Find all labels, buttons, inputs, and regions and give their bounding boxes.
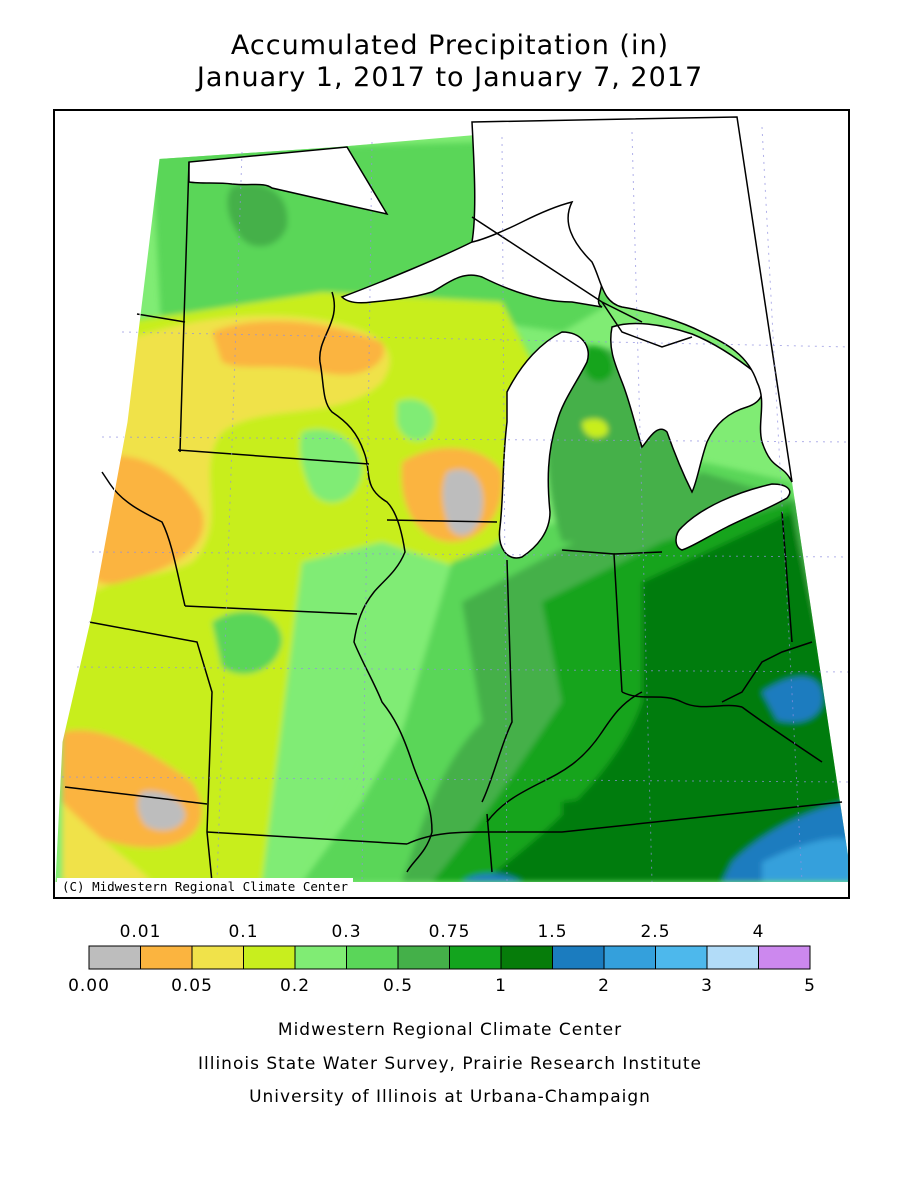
legend-swatch (88, 945, 141, 970)
legend-top-label: 0.01 (119, 922, 162, 942)
legend-bottom-label: 3 (701, 976, 713, 996)
legend-swatch (500, 945, 553, 970)
copyright-notice: (C) Midwestern Regional Climate Center (57, 878, 353, 895)
map-title: Accumulated Precipitation (in) (230, 30, 670, 61)
map-canvas (55, 116, 848, 883)
footer-center-name: Midwestern Regional Climate Center (277, 1020, 623, 1040)
legend-top-label: 2.5 (640, 922, 671, 942)
legend-swatch (191, 945, 244, 970)
legend-top-label: 0.1 (228, 922, 259, 942)
legend-swatch (397, 945, 450, 970)
footer-university-name: University of Illinois at Urbana-Champai… (249, 1087, 651, 1107)
legend-swatch (706, 945, 759, 970)
lake-huron (610, 322, 763, 494)
legend-swatch (655, 945, 708, 970)
legend-bottom-label: 0.05 (171, 976, 213, 996)
legend-top-label: 0.75 (428, 922, 471, 942)
legend-bottom-label: 2 (598, 976, 610, 996)
legend-swatch (346, 945, 399, 970)
legend-swatch (449, 945, 502, 970)
legend-bottom-label: 0.2 (279, 976, 311, 996)
footer-survey-name: Illinois State Water Survey, Prairie Res… (198, 1054, 702, 1074)
legend-bottom-label: 5 (804, 976, 816, 996)
ontario-region (471, 116, 793, 483)
legend-swatch (758, 945, 811, 970)
north-minnesota-top (188, 146, 389, 216)
legend-bottom-label: 0.00 (68, 976, 110, 996)
legend-swatch (243, 945, 296, 970)
great-lakes (188, 116, 793, 559)
legend-bottom-label: 0.5 (382, 976, 414, 996)
lake-michigan (498, 331, 589, 559)
legend-bottom-label: 1 (495, 976, 507, 996)
legend-top-label: 4 (752, 922, 765, 942)
legend-top-label: 1.5 (537, 922, 568, 942)
legend-top-label: 0.3 (331, 922, 362, 942)
map-date-range: January 1, 2017 to January 7, 2017 (196, 62, 704, 93)
legend-swatch (294, 945, 347, 970)
legend-swatch (140, 945, 193, 970)
graticule (61, 126, 848, 883)
legend-swatch (552, 945, 605, 970)
precipitation-map: (C) Midwestern Regional Climate Center (53, 109, 850, 899)
lake-erie (675, 483, 791, 551)
legend-swatch (603, 945, 656, 970)
